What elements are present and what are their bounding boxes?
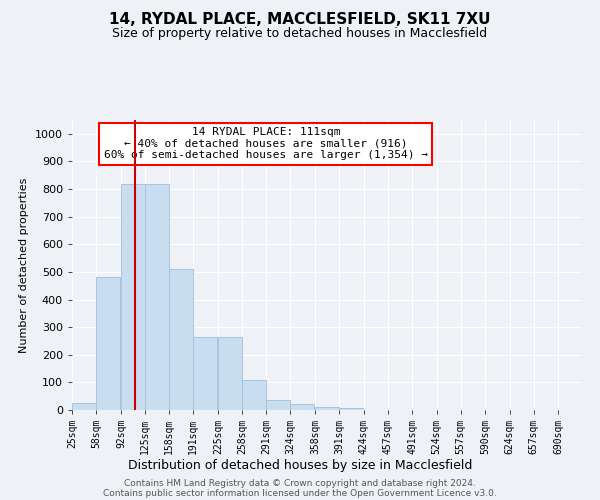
Bar: [218, 337, 242, 410]
Text: 14 RYDAL PLACE: 111sqm
← 40% of detached houses are smaller (916)
60% of semi-de: 14 RYDAL PLACE: 111sqm ← 40% of detached…: [104, 127, 428, 160]
Bar: [72, 403, 95, 410]
Bar: [340, 408, 363, 410]
Y-axis label: Number of detached properties: Number of detached properties: [19, 178, 29, 352]
Bar: [316, 407, 339, 410]
Text: Contains public sector information licensed under the Open Government Licence v3: Contains public sector information licen…: [103, 488, 497, 498]
Text: 14, RYDAL PLACE, MACCLESFIELD, SK11 7XU: 14, RYDAL PLACE, MACCLESFIELD, SK11 7XU: [109, 12, 491, 28]
Bar: [169, 269, 193, 410]
Bar: [145, 184, 169, 410]
Bar: [121, 184, 145, 410]
Bar: [242, 380, 266, 410]
Bar: [290, 404, 314, 410]
Bar: [96, 278, 120, 410]
Bar: [266, 400, 290, 410]
Text: Distribution of detached houses by size in Macclesfield: Distribution of detached houses by size …: [128, 458, 472, 471]
Text: Contains HM Land Registry data © Crown copyright and database right 2024.: Contains HM Land Registry data © Crown c…: [124, 480, 476, 488]
Bar: [193, 337, 217, 410]
Text: Size of property relative to detached houses in Macclesfield: Size of property relative to detached ho…: [112, 28, 488, 40]
